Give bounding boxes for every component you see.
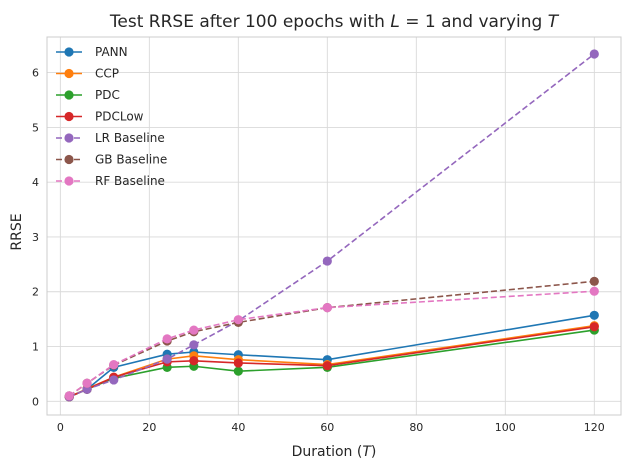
series-line (68, 326, 595, 398)
legend-entry: PDC (56, 88, 120, 102)
y-axis-label: RRSE (9, 213, 25, 250)
y-tick-label: 0 (32, 395, 39, 408)
series-line (68, 314, 595, 398)
series-ccp (64, 321, 599, 402)
grid (47, 37, 621, 415)
series-line (68, 324, 595, 398)
y-tick-label: 2 (32, 286, 39, 299)
data-point (189, 325, 199, 335)
y-tick-label: 4 (32, 176, 39, 189)
data-point (189, 340, 199, 350)
y-tick-label: 6 (32, 67, 39, 80)
data-point (589, 310, 599, 320)
legend-marker (64, 154, 74, 165)
data-point (322, 303, 332, 313)
legend-entry: PDCLow (56, 110, 144, 124)
data-point (233, 366, 243, 376)
x-tick-label: 20 (142, 421, 156, 434)
legend-label: PANN (95, 45, 128, 59)
legend-marker (64, 90, 74, 100)
legend-marker (64, 47, 74, 57)
x-tick-label: 0 (57, 421, 64, 434)
legend-marker (64, 133, 74, 143)
legend-label: RF Baseline (95, 174, 165, 188)
x-tick-label: 120 (584, 421, 605, 434)
legend-label: LR Baseline (95, 131, 165, 145)
legend-label: PDC (95, 88, 120, 102)
x-tick-label: 100 (495, 421, 516, 434)
data-point (322, 256, 332, 266)
legend-label: CCP (95, 67, 119, 81)
data-point (64, 391, 74, 401)
x-tick-label: 40 (231, 421, 245, 434)
y-tick-label: 1 (32, 341, 39, 354)
legend-entry: PANN (56, 45, 128, 59)
legend-entry: LR Baseline (56, 131, 165, 145)
data-point (322, 361, 332, 371)
data-point (189, 356, 199, 366)
data-point (162, 354, 172, 364)
legend-label: PDCLow (95, 110, 144, 124)
series-lr-baseline (64, 49, 599, 402)
series-line (68, 53, 595, 398)
legend-marker (64, 111, 74, 122)
series-pdclow (64, 322, 599, 402)
legend-label: GB Baseline (95, 153, 167, 167)
series-rf-baseline (64, 286, 599, 401)
legend-entry: RF Baseline (56, 174, 165, 188)
data-point (162, 334, 172, 344)
legend: PANN CCP PDC PDCLow LR Baseline GB Baseline RF… (56, 45, 167, 188)
legend-entry: CCP (56, 67, 119, 81)
legend-marker (64, 176, 74, 186)
x-tick-label: 60 (320, 421, 334, 434)
x-tick-label: 80 (409, 421, 423, 434)
data-point (589, 276, 599, 286)
data-point (589, 322, 599, 332)
plot-area (46, 36, 622, 416)
series-line (68, 290, 595, 397)
data-point (233, 315, 243, 325)
data-point (233, 358, 243, 368)
series-layer (64, 49, 599, 402)
data-point (109, 375, 119, 385)
data-point (109, 360, 119, 370)
x-axis-label: Duration (T) (292, 444, 377, 460)
legend-entry: GB Baseline (56, 153, 167, 167)
y-tick-label: 3 (32, 231, 39, 244)
data-point (82, 378, 92, 388)
legend-marker (64, 68, 74, 79)
data-point (589, 286, 599, 296)
chart-title: Test RRSE after 100 epochs with L = 1 an… (109, 12, 560, 32)
data-point (589, 49, 599, 59)
y-tick-label: 5 (32, 121, 39, 134)
axis-ticks: 0 20 40 60 80 100 120 0 1 2 3 4 5 6 (32, 67, 605, 434)
series-pann (64, 310, 599, 402)
